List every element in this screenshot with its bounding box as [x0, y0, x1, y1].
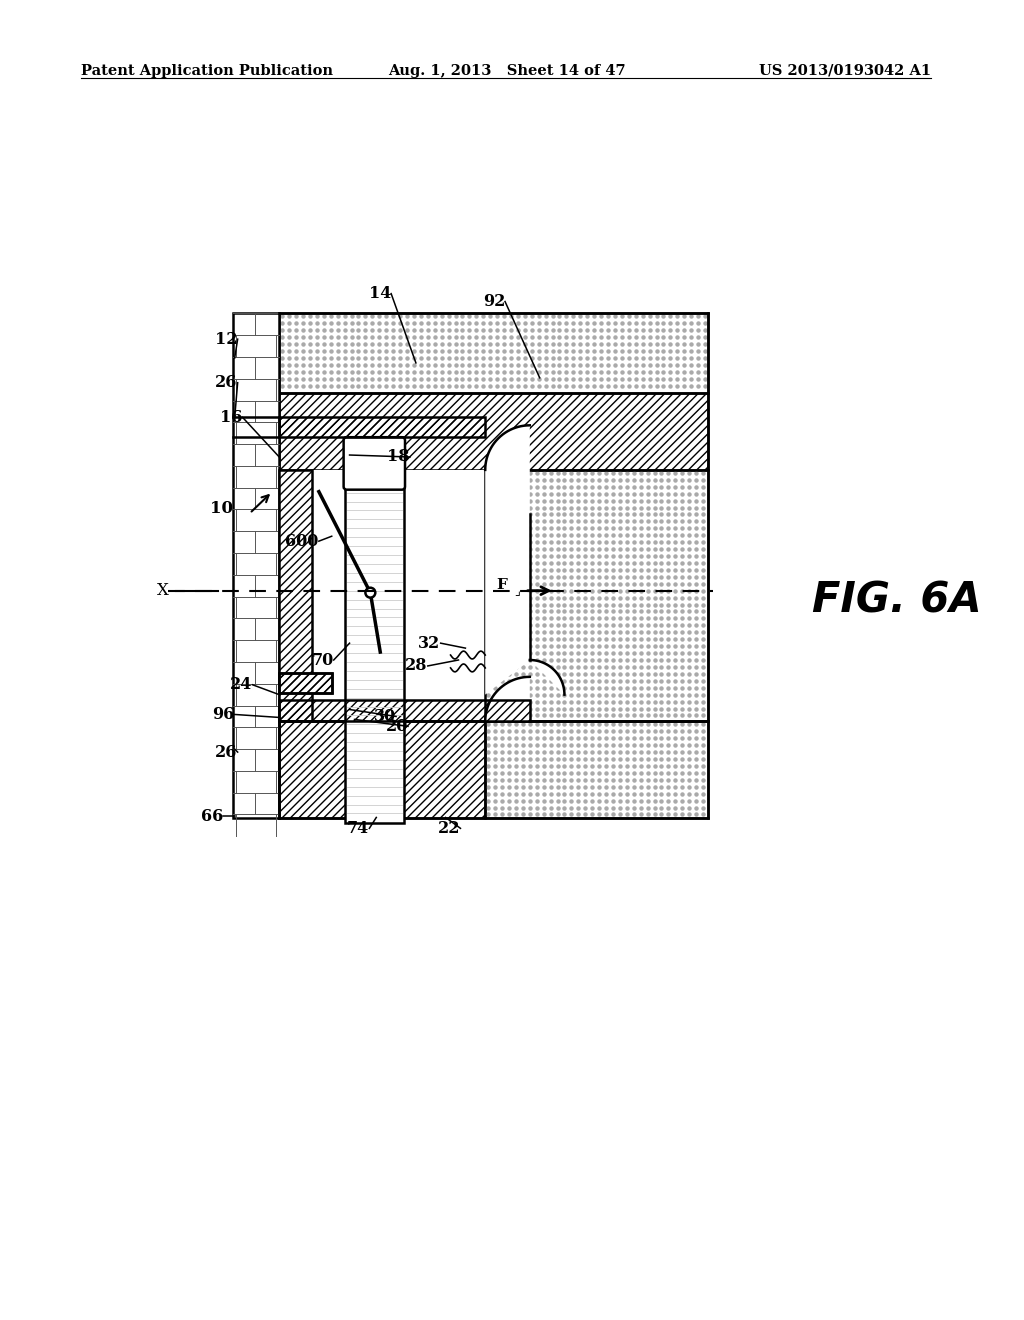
Polygon shape — [485, 425, 564, 694]
Text: US 2013/0193042 A1: US 2013/0193042 A1 — [759, 63, 931, 78]
Text: Aug. 1, 2013   Sheet 14 of 47: Aug. 1, 2013 Sheet 14 of 47 — [388, 63, 626, 78]
Text: 16: 16 — [220, 409, 243, 426]
Bar — [232, 313, 280, 818]
Bar — [485, 722, 708, 818]
Bar — [345, 475, 404, 824]
FancyBboxPatch shape — [344, 437, 406, 490]
Text: 10: 10 — [210, 500, 232, 517]
Text: 22: 22 — [438, 820, 461, 837]
Text: 32: 32 — [419, 635, 440, 652]
Text: 600: 600 — [286, 533, 318, 549]
Text: Patent Application Publication: Patent Application Publication — [81, 63, 333, 78]
Text: 26: 26 — [215, 743, 238, 760]
Text: 24: 24 — [230, 676, 253, 693]
Bar — [485, 470, 708, 722]
Circle shape — [366, 587, 376, 598]
Text: FIG. 6A: FIG. 6A — [812, 579, 982, 622]
Text: 96: 96 — [212, 706, 234, 723]
Text: 20: 20 — [386, 718, 408, 735]
Text: 14: 14 — [369, 285, 391, 302]
Bar — [280, 470, 485, 722]
Polygon shape — [485, 677, 529, 766]
Text: 30: 30 — [374, 708, 396, 725]
Text: 28: 28 — [406, 657, 428, 675]
Text: 66: 66 — [201, 808, 223, 825]
Bar — [280, 313, 708, 392]
Text: $\lrcorner$: $\lrcorner$ — [514, 585, 520, 598]
Text: 18: 18 — [387, 449, 410, 466]
Text: X: X — [157, 582, 168, 599]
Text: F: F — [497, 578, 507, 591]
Text: 12: 12 — [215, 330, 238, 347]
Text: 70: 70 — [311, 652, 334, 668]
Bar — [280, 673, 332, 693]
Text: 74: 74 — [347, 820, 370, 837]
Text: 26: 26 — [215, 375, 238, 391]
Text: 92: 92 — [482, 293, 505, 310]
